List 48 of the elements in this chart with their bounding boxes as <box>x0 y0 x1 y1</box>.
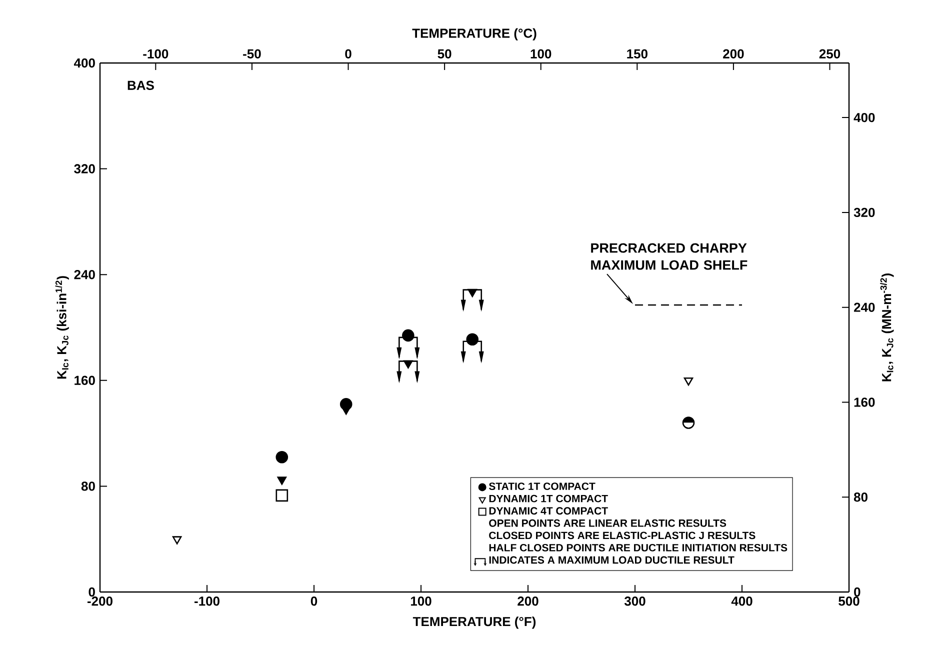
x-tick-label: -100 <box>194 596 220 606</box>
point <box>276 489 288 502</box>
y2-tick-label: 400 <box>854 112 875 122</box>
x2-tick-label: 50 <box>438 49 452 58</box>
legend-label: DYNAMIC 1T COMPACT <box>489 494 608 502</box>
annotation: CLOSED POINTS ARE ELASTIC-PLASTIC J RESULTS <box>489 532 756 540</box>
x2-tick-label: -100 <box>143 49 168 58</box>
y-tick-label: 400 <box>74 58 95 68</box>
annotation: BAS <box>128 80 154 90</box>
point <box>466 333 479 346</box>
y-axis-title: K$_{Ic}$, K$_{Jc}$ (ksi-in$^{1/2}$) <box>55 276 69 379</box>
point <box>402 329 414 342</box>
y2-axis-title: K$_{Ic}$, K$_{Jc}$ (MN-m$^{-3/2}$) <box>880 274 894 382</box>
x-tick-label: 400 <box>731 596 752 606</box>
x-tick-label: 500 <box>838 596 860 606</box>
annotation: PRECRACKED CHARPY MAXIMUM LOAD SHELF <box>591 243 748 270</box>
annotation: HALF CLOSED POINTS ARE DUCTILE INITIATION RESULTS <box>489 544 788 552</box>
y2-tick-label: 320 <box>854 208 875 218</box>
y2-tick-label: 80 <box>854 492 868 502</box>
y2-tick-label: 0 <box>854 587 860 597</box>
x-tick-label: 300 <box>624 596 646 606</box>
point <box>277 476 287 485</box>
x-tick-label: -200 <box>87 596 112 606</box>
y-tick-label: 240 <box>74 270 95 280</box>
legend-label: STATIC 1T COMPACT <box>488 482 596 490</box>
x2-tick-label: -50 <box>243 49 261 58</box>
x-tick-label: 200 <box>518 596 538 606</box>
y2-tick-label: 160 <box>854 398 875 407</box>
y-tick-label: 320 <box>74 164 95 174</box>
x-tick-label: 0 <box>310 596 318 606</box>
x2-tick-label: 250 <box>819 49 840 58</box>
x-axis-title: TEMPERATURE (°F) <box>412 616 536 629</box>
x2-tick-label: 150 <box>627 49 648 58</box>
legend-label: DYNAMIC 4T COMPACT <box>489 507 608 515</box>
x2-tick-label: 200 <box>723 49 744 58</box>
point <box>172 536 182 544</box>
point <box>684 377 694 386</box>
y-tick-label: 0 <box>88 587 95 597</box>
point <box>276 450 288 464</box>
annotation: OPEN POINTS ARE LINEAR ELASTIC RESULTS <box>489 519 726 527</box>
annotation: INDICATES A MAXIMUM LOAD DUCTILE RESULT <box>489 556 734 564</box>
x2-tick-label: 0 <box>345 49 352 58</box>
x-tick-label: 100 <box>410 596 432 606</box>
x2-axis-title: TEMPERATURE (°C) <box>412 28 536 40</box>
y-tick-label: 160 <box>74 376 95 385</box>
y2-tick-label: 240 <box>854 302 875 312</box>
x2-tick-label: 100 <box>530 49 552 58</box>
y-tick-label: 80 <box>81 482 95 491</box>
